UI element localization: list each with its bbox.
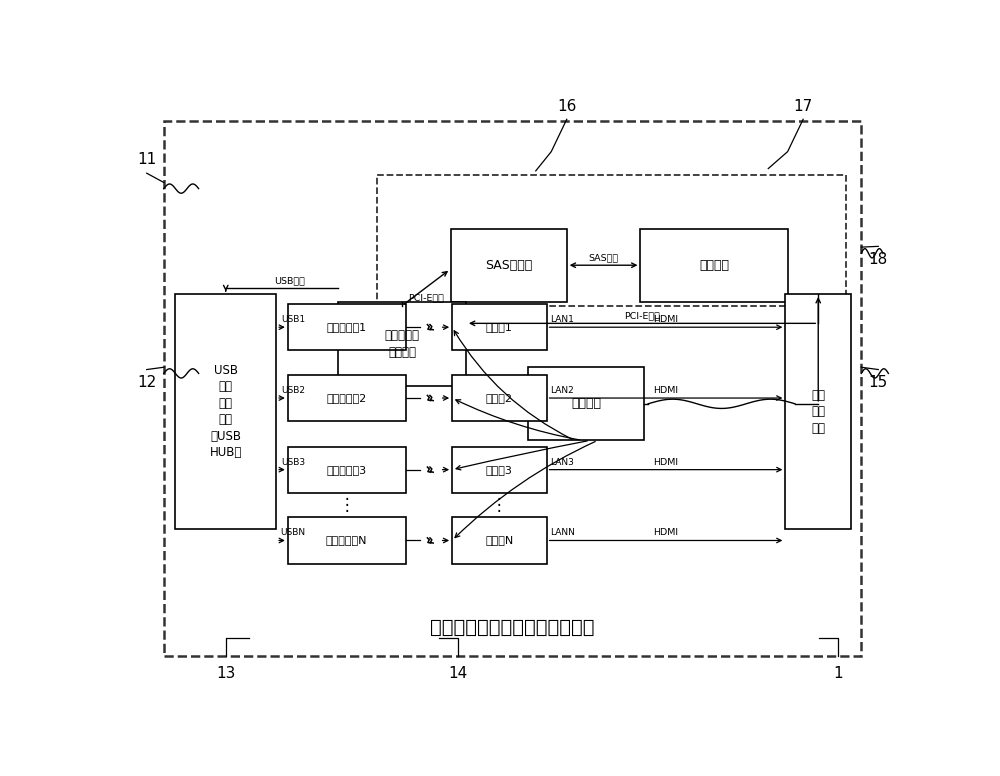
Text: ⋮: ⋮	[491, 496, 508, 514]
Text: SAS控制器: SAS控制器	[485, 258, 532, 272]
Text: 交换模块: 交换模块	[571, 397, 601, 411]
Text: LANN: LANN	[550, 528, 575, 538]
Text: LAN1: LAN1	[550, 315, 574, 324]
Bar	[288, 304, 406, 350]
Text: SAS总线: SAS总线	[588, 253, 619, 262]
Text: 红外线模块3: 红外线模块3	[327, 465, 367, 475]
Bar	[164, 121, 861, 656]
Bar	[452, 446, 547, 493]
Text: 1: 1	[833, 667, 843, 681]
Bar	[288, 446, 406, 493]
Text: USB
接口
拓展
模块
（USB
HUB）: USB 接口 拓展 模块 （USB HUB）	[210, 364, 242, 459]
Text: 15: 15	[869, 375, 888, 390]
Text: 16: 16	[557, 99, 576, 115]
Text: 视频盒2: 视频盒2	[486, 393, 513, 403]
Text: 服务器主板
控制模块: 服务器主板 控制模块	[385, 329, 420, 359]
Text: 18: 18	[869, 252, 888, 267]
Bar	[452, 518, 547, 563]
Text: USB1: USB1	[281, 315, 305, 324]
Bar	[785, 294, 851, 529]
Text: USB2: USB2	[281, 386, 305, 395]
Text: 红外线模块1: 红外线模块1	[327, 322, 367, 332]
Bar	[288, 375, 406, 421]
Text: HDMI: HDMI	[653, 528, 679, 538]
Bar	[452, 375, 547, 421]
Bar	[338, 302, 466, 386]
Bar	[528, 367, 644, 441]
Text: 高密度视频采集分析储存一体机: 高密度视频采集分析储存一体机	[430, 618, 595, 637]
Text: 视频盒3: 视频盒3	[486, 465, 513, 475]
Text: 视频盒N: 视频盒N	[485, 535, 513, 546]
Text: PCI-E总线: PCI-E总线	[408, 293, 444, 303]
Text: PCI-E总线: PCI-E总线	[624, 311, 660, 320]
Text: USB3: USB3	[281, 458, 305, 466]
Text: USB总线: USB总线	[274, 275, 305, 285]
Bar	[377, 175, 846, 306]
Bar	[288, 518, 406, 563]
Text: 17: 17	[794, 99, 813, 115]
Text: 红外线模块2: 红外线模块2	[327, 393, 367, 403]
Text: HDMI: HDMI	[653, 315, 679, 324]
Text: 红外线模块N: 红外线模块N	[326, 535, 367, 546]
Text: ⋮: ⋮	[338, 496, 355, 514]
Text: 储存模块: 储存模块	[699, 258, 729, 272]
Text: LAN2: LAN2	[550, 386, 573, 395]
Text: 视频盒1: 视频盒1	[486, 322, 513, 332]
Text: 12: 12	[137, 375, 156, 390]
Text: HDMI: HDMI	[653, 386, 679, 395]
Text: 14: 14	[449, 667, 468, 681]
Bar	[175, 294, 276, 529]
Text: 13: 13	[216, 667, 235, 681]
Text: 视频
采集
模块: 视频 采集 模块	[811, 389, 825, 435]
Bar	[450, 229, 567, 302]
Text: HDMI: HDMI	[653, 458, 679, 466]
Bar	[452, 304, 547, 350]
Bar	[640, 229, 788, 302]
Text: 11: 11	[137, 152, 156, 167]
Text: LAN3: LAN3	[550, 458, 574, 466]
Text: USBN: USBN	[281, 528, 306, 538]
